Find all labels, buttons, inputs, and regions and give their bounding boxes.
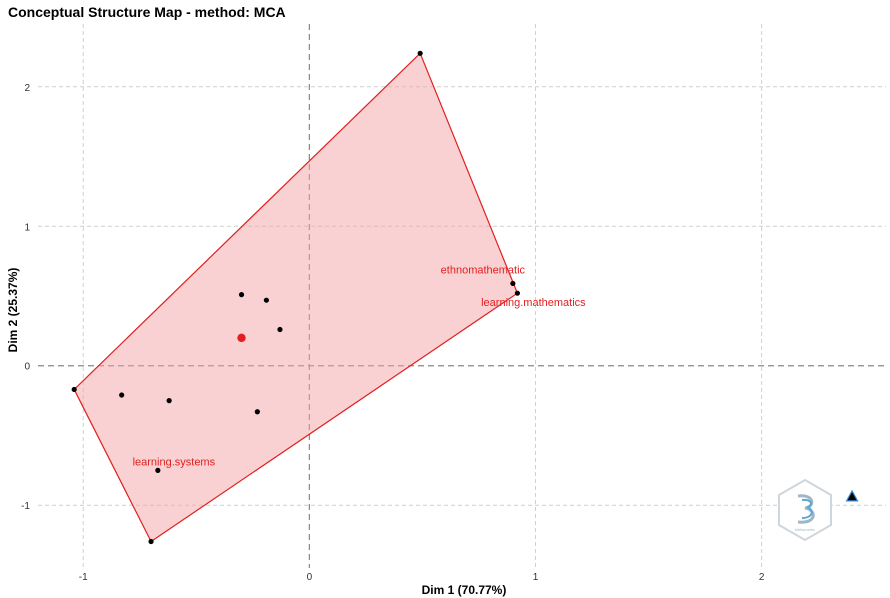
data-point [155,467,161,473]
x-tick-label: 0 [307,572,313,583]
point-labels: ethnomathematic learning.mathematics learn… [133,264,587,468]
data-point [277,326,283,333]
data-point [166,398,172,404]
axis-ticks: -1 0 1 2 -1 0 1 2 [21,83,765,583]
point-label: learning.mathematics [481,297,586,309]
data-point [510,280,516,287]
outlier-triangle-point [845,489,859,502]
data-point [254,409,260,415]
data-point [71,386,77,393]
data-point [514,290,521,296]
y-axis-title: Dim 2 (25.37%) [6,268,20,353]
data-point [263,297,269,303]
chart-title: Conceptual Structure Map - method: MCA [8,4,286,20]
logo-text: bibliometrix [795,527,815,532]
y-tick-label: -1 [21,501,30,512]
data-point [119,392,125,398]
x-tick-label: 2 [759,572,765,583]
bibliometrix-logo-icon: bibliometrix [778,478,832,542]
data-point [417,50,423,56]
cluster-centroid [237,333,246,343]
x-tick-label: 1 [533,572,539,583]
data-point [238,292,245,298]
y-tick-label: 1 [24,222,30,233]
y-tick-label: 0 [24,362,30,373]
point-label: ethnomathematic [441,264,526,276]
point-label: learning.systems [133,456,216,468]
data-point [148,538,154,545]
x-axis-title: Dim 1 (70.77%) [422,583,507,597]
x-tick-label: -1 [79,572,88,583]
data-points [71,50,859,545]
y-tick-label: 2 [24,83,30,94]
